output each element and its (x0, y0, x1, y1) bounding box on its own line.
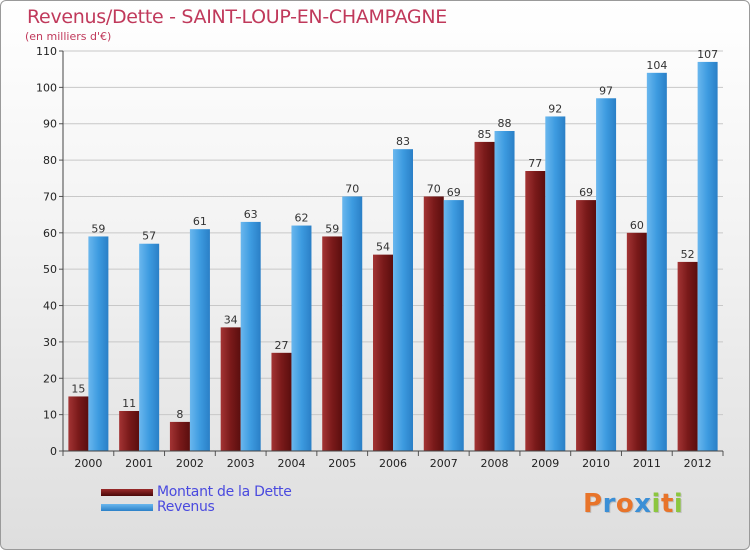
x-tick-label-2008: 2008 (481, 457, 509, 470)
bar-revenus-2007 (443, 200, 464, 451)
data-label-revenus-2006: 83 (396, 135, 410, 148)
bar-dette-2003 (220, 327, 241, 451)
bar-dette-2012 (677, 261, 698, 451)
data-label-revenus-2004: 62 (294, 212, 308, 225)
x-tick-label-2007: 2007 (430, 457, 458, 470)
data-label-revenus-2012: 107 (697, 48, 718, 61)
data-label-revenus-2008: 88 (498, 117, 512, 130)
logo-letter: o (615, 489, 635, 519)
data-label-revenus-2007: 69 (447, 186, 461, 199)
logo-letter: i (651, 489, 661, 519)
data-label-dette-2005: 59 (325, 222, 339, 235)
bar-revenus-2002 (189, 229, 210, 451)
legend-label-dette: Montant de la Dette (157, 484, 292, 500)
data-label-dette-2012: 52 (681, 248, 695, 261)
y-tick-label: 30 (43, 336, 57, 349)
logo-letter: t (660, 489, 674, 519)
bar-revenus-2009 (545, 116, 566, 452)
bar-revenus-2001 (139, 243, 160, 451)
y-tick-label: 90 (43, 118, 57, 131)
bar-revenus-2006 (393, 149, 413, 451)
bar-dette-2010 (576, 200, 597, 451)
bar-revenus-2004 (291, 225, 312, 451)
x-tick-label-2012: 2012 (684, 457, 712, 470)
data-label-dette-2011: 60 (630, 219, 644, 232)
bar-revenus-2008 (494, 131, 515, 451)
chart-title: Revenus/Dette - SAINT-LOUP-EN-CHAMPAGNE (27, 6, 447, 28)
bar-dette-2005 (322, 236, 343, 451)
y-tick-label: 50 (43, 263, 57, 276)
legend-swatch-revenus (101, 504, 153, 511)
bar-dette-2008 (474, 141, 495, 451)
y-tick-label: 10 (43, 409, 57, 422)
bar-dette-2006 (373, 254, 393, 451)
data-label-dette-2009: 77 (528, 157, 542, 170)
bar-dette-2001 (119, 411, 140, 451)
bar-dette-2000 (68, 396, 89, 451)
y-tick-label: 60 (43, 227, 57, 240)
x-tick-label-2001: 2001 (125, 457, 153, 470)
bar-revenus-2011 (646, 72, 667, 452)
bar-dette-2002 (169, 421, 190, 451)
bar-revenus-2003 (240, 221, 261, 451)
data-label-dette-2002: 8 (176, 408, 183, 421)
data-label-revenus-2011: 104 (646, 59, 667, 72)
data-label-dette-2008: 85 (478, 128, 492, 141)
data-label-revenus-2005: 70 (345, 182, 359, 195)
bar-revenus-2005 (342, 196, 363, 451)
x-tick-label-2010: 2010 (582, 457, 610, 470)
x-tick-label-2002: 2002 (176, 457, 204, 470)
x-tick-label-2009: 2009 (531, 457, 559, 470)
y-tick-label: 20 (43, 372, 57, 385)
data-label-revenus-2009: 92 (548, 102, 562, 115)
logo-letter: i (673, 489, 684, 519)
data-label-dette-2003: 34 (224, 313, 238, 326)
legend-label-revenus: Revenus (157, 499, 215, 515)
bar-dette-2007 (423, 196, 444, 451)
x-tick-label-2004: 2004 (277, 457, 305, 470)
data-label-dette-2004: 27 (274, 339, 288, 352)
bar-revenus-2010 (596, 98, 617, 451)
logo-letter: P (583, 489, 603, 519)
data-label-dette-2007: 70 (427, 182, 441, 195)
bar-revenus-2012 (697, 61, 718, 452)
data-label-dette-2000: 15 (71, 382, 85, 395)
x-tick-label-2000: 2000 (74, 457, 102, 470)
y-tick-label: 80 (43, 154, 57, 167)
bar-dette-2004 (271, 352, 292, 451)
data-label-revenus-2001: 57 (142, 230, 156, 243)
y-tick-label: 70 (43, 190, 57, 203)
bar-dette-2009 (525, 171, 546, 451)
chart-subtitle: (en milliers d'€) (25, 30, 112, 43)
y-tick-label: 100 (36, 81, 57, 94)
data-label-dette-2006: 54 (376, 241, 390, 254)
data-label-dette-2001: 11 (122, 397, 136, 410)
logo-letter: r (602, 489, 616, 519)
bar-revenus-2000 (88, 236, 109, 451)
data-label-revenus-2010: 97 (599, 84, 613, 97)
data-label-revenus-2000: 59 (91, 222, 105, 235)
x-tick-label-2006: 2006 (379, 457, 407, 470)
proxiti-logo: Proxiti (583, 489, 683, 519)
legend-swatch-dette (101, 489, 153, 496)
data-label-dette-2010: 69 (579, 186, 593, 199)
y-tick-label: 110 (36, 45, 57, 58)
x-tick-label-2005: 2005 (328, 457, 356, 470)
x-tick-label-2011: 2011 (633, 457, 661, 470)
logo-letter: x (634, 489, 652, 519)
bar-dette-2011 (626, 232, 647, 451)
x-tick-label-2003: 2003 (227, 457, 255, 470)
y-tick-label: 0 (50, 445, 57, 458)
y-tick-label: 40 (43, 300, 57, 313)
data-label-revenus-2002: 61 (193, 215, 207, 228)
data-label-revenus-2003: 63 (244, 208, 258, 221)
